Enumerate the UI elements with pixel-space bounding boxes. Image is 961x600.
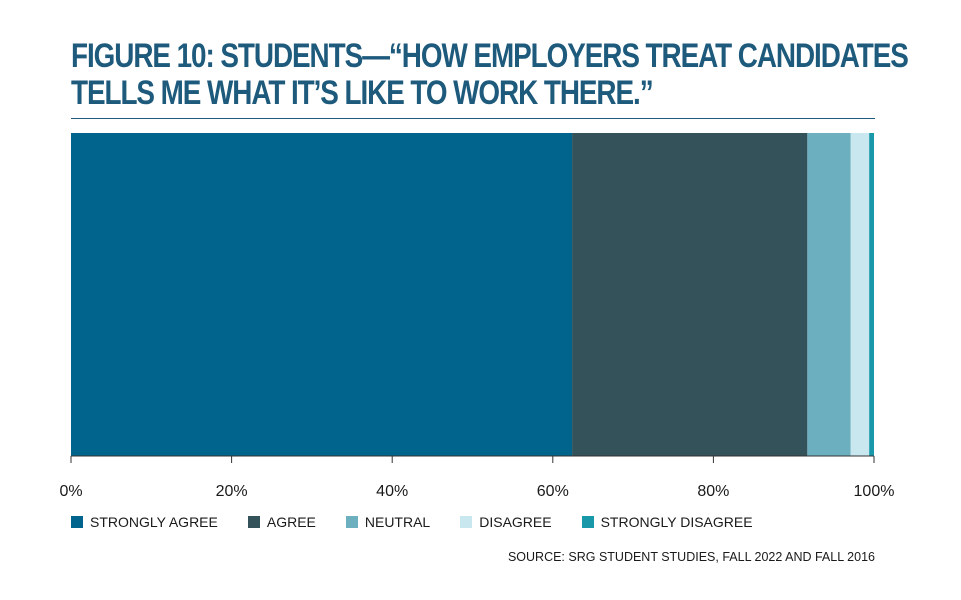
x-tick-label: 80% — [697, 483, 729, 500]
legend-item: STRONGLY DISAGREE — [581, 514, 753, 530]
chart-title-line-2: TELLS ME WHAT IT’S LIKE TO WORK THERE.” — [71, 74, 654, 112]
legend-label: STRONGLY AGREE — [90, 514, 218, 530]
legend-swatch — [247, 516, 260, 528]
legend-label: NEUTRAL — [364, 514, 431, 530]
source-note: SOURCE: SRG STUDENT STUDIES, FALL 2022 A… — [507, 550, 875, 564]
legend-label: STRONGLY DISAGREE — [600, 514, 753, 530]
bar-segment-agree — [572, 133, 808, 456]
x-tick-label: 0% — [59, 483, 82, 500]
bar-segment-neutral — [807, 133, 851, 456]
legend-label: DISAGREE — [479, 514, 552, 530]
x-tick-label: 40% — [376, 483, 408, 500]
legend-item: DISAGREE — [460, 514, 552, 530]
bar-segment-disagree — [850, 133, 870, 456]
legend-swatch — [71, 516, 83, 528]
legend-item: AGREE — [247, 514, 316, 530]
bar-segment-strongly-agree — [71, 133, 573, 456]
legend-label: AGREE — [266, 514, 316, 530]
x-tick-label: 60% — [537, 483, 569, 500]
legend-swatch — [345, 516, 358, 528]
x-tick-label: 20% — [216, 483, 248, 500]
x-tick-label: 100% — [854, 483, 895, 500]
legend-swatch — [460, 516, 473, 528]
legend-item: STRONGLY AGREE — [71, 514, 218, 530]
bar-segment-strongly-disagree — [869, 133, 874, 456]
chart-legend: STRONGLY AGREE AGREE NEUTRAL DISAGREE STRONG… — [71, 514, 783, 530]
legend-item: NEUTRAL — [345, 514, 431, 530]
legend-swatch — [581, 516, 594, 528]
title-divider — [71, 118, 875, 119]
